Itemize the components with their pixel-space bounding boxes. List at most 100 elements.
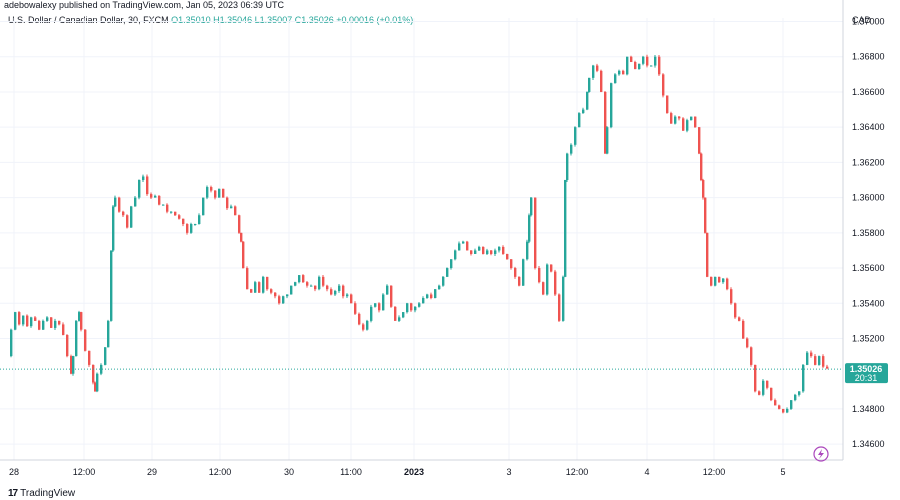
candle-body	[426, 294, 429, 298]
candle	[100, 363, 103, 376]
candle-body	[528, 215, 531, 242]
candle-body	[546, 264, 549, 295]
candle	[46, 316, 49, 322]
candle	[674, 115, 677, 125]
candle	[690, 116, 693, 121]
candle-body	[246, 268, 249, 290]
candle	[470, 250, 473, 256]
candle	[112, 204, 115, 252]
candle-body	[738, 317, 741, 321]
candle-body	[806, 352, 809, 365]
candle-body	[75, 320, 78, 357]
candle	[558, 293, 561, 322]
candle	[246, 266, 249, 290]
candle	[778, 404, 781, 410]
candle	[514, 266, 517, 279]
candle	[70, 354, 73, 375]
candle	[538, 266, 541, 284]
candle-body	[682, 118, 685, 131]
candle	[334, 289, 337, 296]
candle	[94, 381, 97, 392]
candle	[96, 372, 99, 393]
candle-body	[542, 282, 545, 295]
candle-body	[322, 276, 325, 286]
candle	[254, 280, 257, 293]
y-tick-label: 1.35800	[852, 228, 885, 238]
candle-body	[662, 74, 665, 96]
candle	[142, 174, 145, 183]
x-tick-label: 11:00	[340, 467, 362, 477]
candle	[542, 281, 545, 296]
candle	[250, 288, 253, 293]
candle-body	[782, 408, 785, 413]
candle-body	[790, 400, 793, 409]
candle-body	[72, 356, 75, 374]
candle-body	[338, 285, 341, 291]
candle	[806, 350, 809, 366]
candle-body	[126, 215, 129, 228]
candle-body	[818, 356, 821, 365]
candle	[118, 196, 121, 213]
candle-body	[182, 218, 185, 225]
candle-body	[190, 224, 193, 233]
candle-body	[630, 56, 633, 63]
candle-body	[558, 294, 561, 321]
candle-body	[458, 243, 461, 251]
candle-body	[670, 113, 673, 124]
candle	[262, 275, 265, 294]
y-tick-label: 1.34600	[852, 439, 885, 449]
candle	[58, 320, 61, 326]
candle	[242, 241, 245, 269]
candle	[382, 293, 385, 311]
last-price-value: 1.35026	[850, 364, 883, 374]
candle	[92, 364, 95, 385]
candle	[298, 275, 301, 284]
candle-body	[530, 197, 533, 216]
candle-body	[302, 275, 305, 283]
candle	[318, 275, 321, 291]
candle-body	[514, 268, 517, 277]
candle	[270, 288, 273, 295]
candle	[490, 249, 493, 256]
candle	[66, 334, 69, 358]
candle-body	[134, 197, 137, 207]
candle	[494, 248, 497, 256]
lightning-bolt-icon[interactable]	[813, 446, 829, 462]
candle	[107, 319, 110, 348]
candle-body	[742, 320, 745, 339]
candle-body	[506, 253, 509, 260]
candle	[578, 112, 581, 128]
candle	[474, 248, 477, 255]
candle-body	[166, 204, 169, 212]
candle-body	[810, 352, 813, 357]
candle-body	[382, 294, 385, 311]
candle-body	[342, 285, 345, 297]
candle-body	[202, 197, 205, 216]
candle-body	[194, 224, 197, 226]
x-tick-label: 4	[644, 467, 649, 477]
candle-body	[626, 56, 629, 75]
candle	[130, 205, 133, 229]
candle	[182, 218, 185, 227]
candle	[790, 400, 793, 410]
candle-body	[50, 317, 53, 328]
candle-body	[230, 206, 233, 209]
candle	[698, 127, 701, 155]
candle-body	[592, 65, 595, 78]
candle-body	[422, 297, 425, 304]
x-tick-label: 3	[506, 467, 511, 477]
candle-body	[370, 306, 373, 321]
candle-body	[658, 56, 661, 75]
candle	[104, 347, 107, 366]
x-tick-label: 30	[284, 467, 294, 477]
candle-body	[350, 294, 353, 304]
candle	[438, 284, 441, 290]
candle-body	[774, 400, 777, 406]
candle-body	[410, 303, 413, 311]
candle	[714, 276, 717, 287]
candle	[454, 249, 457, 261]
candle	[230, 204, 233, 209]
candle-body	[690, 116, 693, 121]
candle	[198, 213, 201, 225]
